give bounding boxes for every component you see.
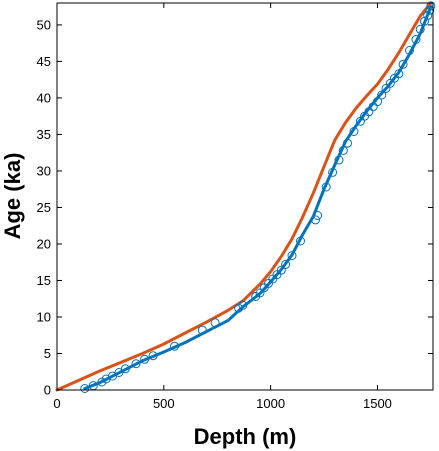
x-tick-label: 0 (53, 396, 60, 411)
data-point (313, 211, 323, 220)
data-point (131, 359, 141, 369)
data-point (296, 236, 305, 246)
y-tick-label: 15 (37, 273, 51, 288)
series-line-2 (83, 5, 433, 390)
data-point (423, 10, 433, 20)
data-point (148, 351, 158, 361)
data-point (373, 97, 382, 107)
series-layer (55, 1, 433, 392)
data-point (426, 1, 436, 11)
x-tick-label: 1500 (363, 396, 392, 411)
y-tick-label: 40 (37, 90, 51, 105)
data-point (281, 259, 291, 269)
data-point (170, 341, 179, 351)
data-point (321, 182, 331, 192)
y-tick-label: 10 (37, 309, 51, 324)
y-axis-title: Age (ka) (0, 153, 25, 240)
data-point (343, 138, 352, 148)
data-point (328, 167, 338, 177)
data-point (338, 146, 348, 155)
x-tick-label: 1000 (256, 396, 285, 411)
marker-layer (80, 1, 436, 393)
y-tick-label: 30 (37, 163, 51, 178)
x-axis-ticks: 0 500 1000 1500 (53, 3, 392, 411)
data-point (287, 251, 297, 261)
data-point (197, 325, 207, 335)
data-point (334, 155, 344, 165)
y-tick-label: 20 (37, 236, 51, 251)
y-axis-ticks: 0 5 10 15 20 25 30 35 40 45 50 (37, 17, 433, 398)
data-point (238, 300, 248, 310)
data-point (425, 5, 435, 15)
data-point (80, 384, 90, 393)
data-point (411, 35, 421, 44)
data-point (349, 127, 359, 136)
y-tick-label: 45 (37, 54, 51, 69)
data-point (276, 265, 286, 275)
data-point (398, 59, 408, 69)
plot-frame (56, 2, 434, 391)
data-point (405, 46, 414, 55)
y-tick-label: 5 (44, 346, 51, 361)
data-point (120, 364, 130, 374)
data-point (377, 90, 387, 100)
y-tick-label: 35 (37, 127, 51, 142)
data-point (415, 24, 425, 34)
data-point (311, 215, 320, 225)
y-tick-label: 0 (44, 383, 51, 398)
x-axis-title: Depth (m) (194, 424, 297, 449)
series-line-1 (55, 1, 433, 392)
x-tick-label: 500 (153, 396, 175, 411)
y-tick-label: 25 (37, 200, 51, 215)
data-point (210, 318, 220, 328)
plot-area (57, 3, 433, 390)
data-point (140, 354, 150, 364)
data-point (394, 69, 404, 79)
y-tick-label: 50 (37, 17, 51, 32)
